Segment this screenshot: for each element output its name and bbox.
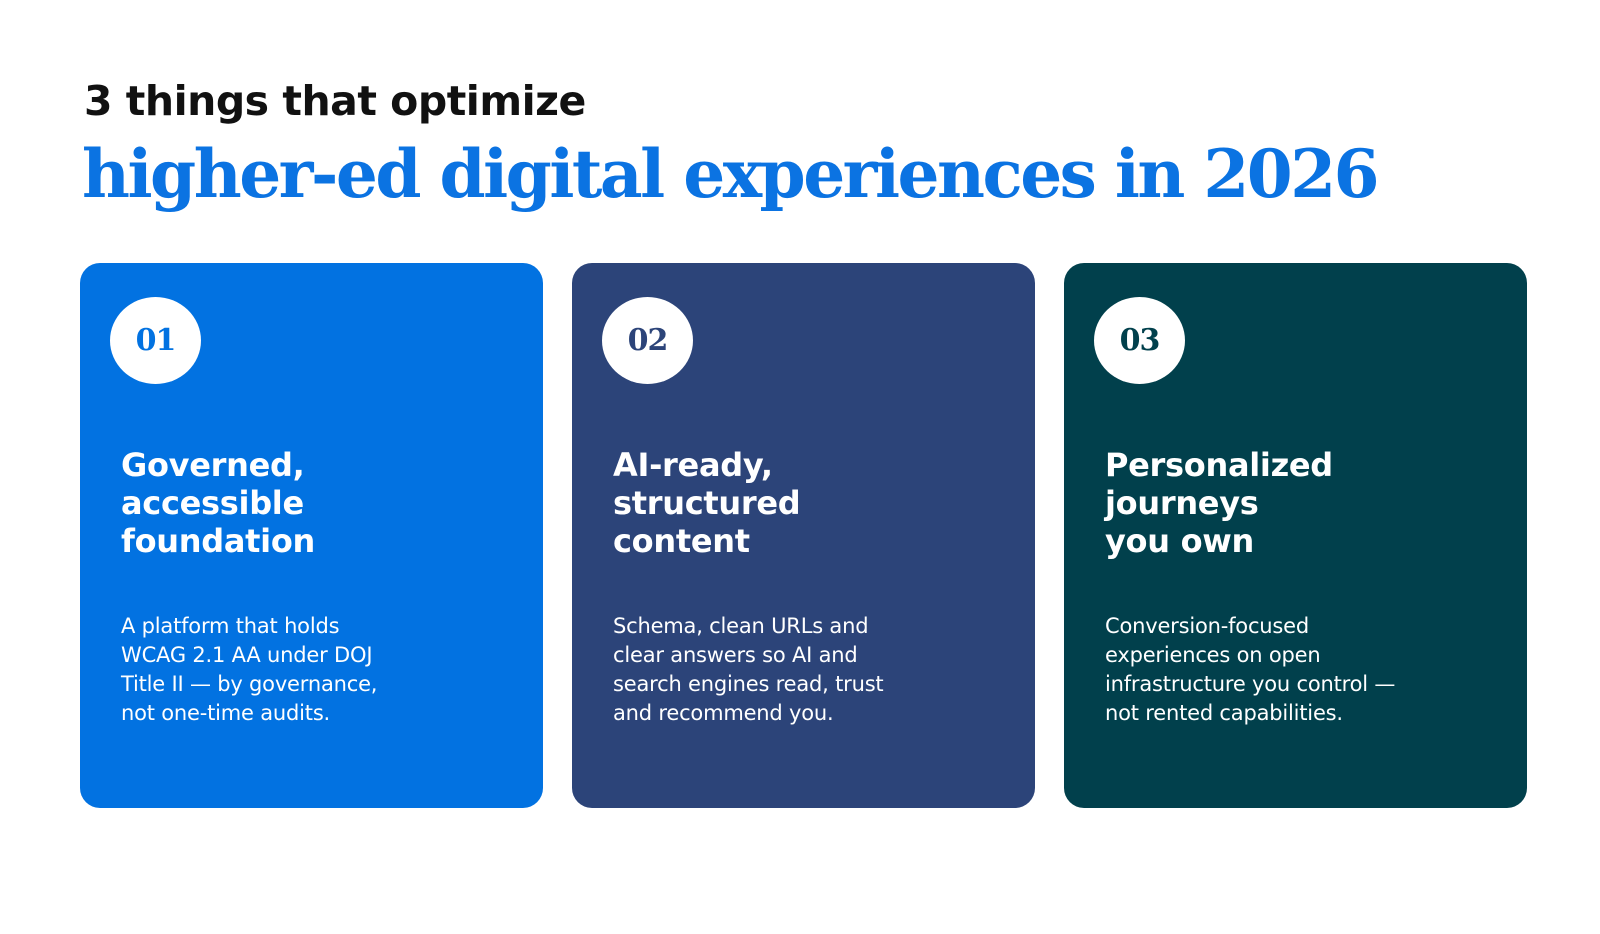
card-number-badge: 02 bbox=[602, 297, 693, 384]
kicker-heading: 3 things that optimize bbox=[84, 77, 586, 125]
headline: higher-ed digital experiences in 2026 bbox=[82, 135, 1380, 213]
card-title: Governed, accessible foundation bbox=[121, 446, 316, 560]
card-number-badge: 01 bbox=[110, 297, 201, 384]
card-title: AI-ready, structured content bbox=[613, 446, 801, 560]
card-03: 03 Personalized journeys you own Convers… bbox=[1064, 263, 1527, 808]
card-number-badge: 03 bbox=[1094, 297, 1185, 384]
card-02: 02 AI-ready, structured content Schema, … bbox=[572, 263, 1035, 808]
card-01: 01 Governed, accessible foundation A pla… bbox=[80, 263, 543, 808]
card-description: Schema, clean URLs and clear answers so … bbox=[613, 614, 884, 725]
card-title: Personalized journeys you own bbox=[1105, 446, 1333, 560]
card-description: Conversion-focused experiences on open i… bbox=[1105, 614, 1396, 725]
card-description: A platform that holds WCAG 2.1 AA under … bbox=[121, 614, 378, 725]
